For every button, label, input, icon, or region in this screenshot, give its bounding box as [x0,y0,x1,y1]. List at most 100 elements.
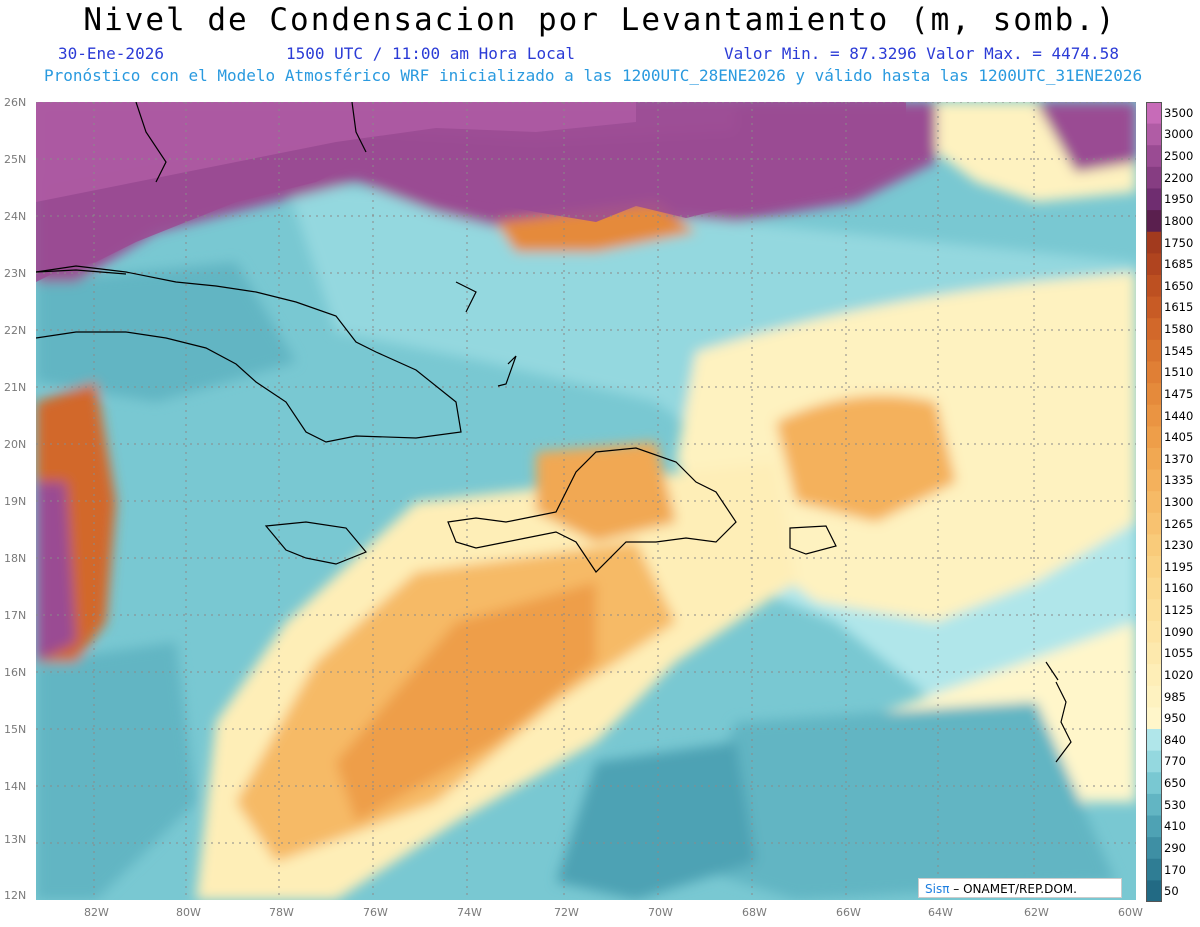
colorbar-label: 1370 [1164,451,1194,466]
colorbar-label: 3000 [1164,127,1194,142]
colorbar-swatch [1146,620,1162,644]
colorbar-label: 1650 [1164,278,1194,293]
colorbar-label: 2200 [1164,170,1194,185]
colorbar-swatch [1146,815,1162,838]
colorbar-swatch [1146,793,1162,817]
colorbar-swatch [1146,880,1162,902]
forecast-date: 30-Ene-2026 [58,44,164,63]
lat-label: 15N [4,723,27,736]
lat-label: 20N [4,438,27,451]
min-max-values: Valor Min. = 87.3296 Valor Max. = 4474.5… [724,44,1119,63]
colorbar-swatch [1146,685,1162,708]
colorbar-swatch [1146,102,1162,125]
colorbar [1146,102,1162,902]
colorbar-swatch [1146,210,1162,233]
colorbar-label: 950 [1164,711,1186,726]
lon-label: 76W [363,906,388,919]
lat-label: 19N [4,495,27,508]
lon-label: 72W [554,906,579,919]
colorbar-swatch [1146,426,1162,449]
colorbar-swatch [1146,534,1162,557]
lat-label: 18N [4,552,27,565]
map-title: Nivel de Condensacion por Levantamiento … [83,2,1117,38]
colorbar-swatch [1146,253,1162,276]
lon-label: 68W [742,906,767,919]
colorbar-swatch [1146,512,1162,535]
colorbar-swatch [1146,772,1162,795]
colorbar-label: 1440 [1164,408,1194,423]
colorbar-label: 2500 [1164,149,1194,164]
colorbar-swatch [1146,404,1162,427]
colorbar-swatch [1146,274,1162,298]
colorbar-label: 1750 [1164,235,1194,250]
colorbar-label: 1090 [1164,624,1194,639]
colorbar-swatch [1146,188,1162,211]
lat-label: 22N [4,324,27,337]
colorbar-label: 410 [1164,819,1186,834]
colorbar-swatch [1146,707,1162,730]
colorbar-swatch [1146,599,1162,622]
colorbar-label: 1405 [1164,430,1194,445]
lat-label: 14N [4,780,27,793]
forecast-description: Pronóstico con el Modelo Atmosférico WRF… [44,66,1143,85]
lat-label: 24N [4,210,27,223]
colorbar-label: 1125 [1164,603,1194,618]
colorbar-swatch [1146,166,1162,189]
colorbar-swatch [1146,296,1162,319]
colorbar-label: 1055 [1164,646,1194,661]
colorbar-label: 3500 [1164,105,1194,120]
colorbar-swatch [1146,123,1162,146]
colorbar-swatch [1146,858,1162,881]
colorbar-swatch [1146,729,1162,752]
colorbar-label: 1195 [1164,559,1194,574]
colorbar-swatch [1146,469,1162,492]
credit-box: Sisπ – ONAMET/REP.DOM. [918,878,1122,898]
graticule [36,102,1136,900]
colorbar-label: 1510 [1164,365,1194,380]
lon-label: 74W [457,906,482,919]
colorbar-label: 530 [1164,797,1186,812]
colorbar-swatch [1146,447,1162,471]
colorbar-swatch [1146,837,1162,860]
colorbar-swatch [1146,664,1162,687]
colorbar-label: 50 [1164,884,1179,899]
lon-label: 64W [928,906,953,919]
lat-label: 12N [4,889,27,902]
lat-label: 26N [4,96,27,109]
lat-label: 13N [4,833,27,846]
lcl-map [36,102,1136,900]
colorbar-label: 1265 [1164,516,1194,531]
colorbar-label: 1020 [1164,667,1194,682]
sispi-logo: Sisπ [925,882,950,896]
lon-label: 82W [84,906,109,919]
colorbar-swatch [1146,642,1162,665]
colorbar-label: 770 [1164,754,1186,769]
colorbar-label: 170 [1164,862,1186,877]
colorbar-swatch [1146,383,1162,406]
lon-label: 78W [269,906,294,919]
credit-text: – ONAMET/REP.DOM. [953,882,1077,896]
colorbar-label: 1580 [1164,322,1194,337]
lon-label: 80W [176,906,201,919]
lon-label: 60W [1118,906,1143,919]
colorbar-label: 1685 [1164,257,1194,272]
lon-label: 66W [836,906,861,919]
lat-label: 21N [4,381,27,394]
lat-label: 17N [4,609,27,622]
colorbar-border [1146,102,1162,902]
colorbar-label: 1615 [1164,300,1194,315]
colorbar-swatch [1146,491,1162,514]
colorbar-swatch [1146,145,1162,168]
colorbar-swatch [1146,231,1162,254]
forecast-time: 1500 UTC / 11:00 am Hora Local [286,44,575,63]
colorbar-label: 985 [1164,689,1186,704]
colorbar-swatch [1146,556,1162,579]
colorbar-label: 1950 [1164,192,1194,207]
lat-label: 23N [4,267,27,280]
lon-label: 62W [1024,906,1049,919]
colorbar-label: 1335 [1164,473,1194,488]
lat-label: 25N [4,153,27,166]
lon-label: 70W [648,906,673,919]
colorbar-label: 1800 [1164,213,1194,228]
colorbar-label: 1475 [1164,386,1194,401]
